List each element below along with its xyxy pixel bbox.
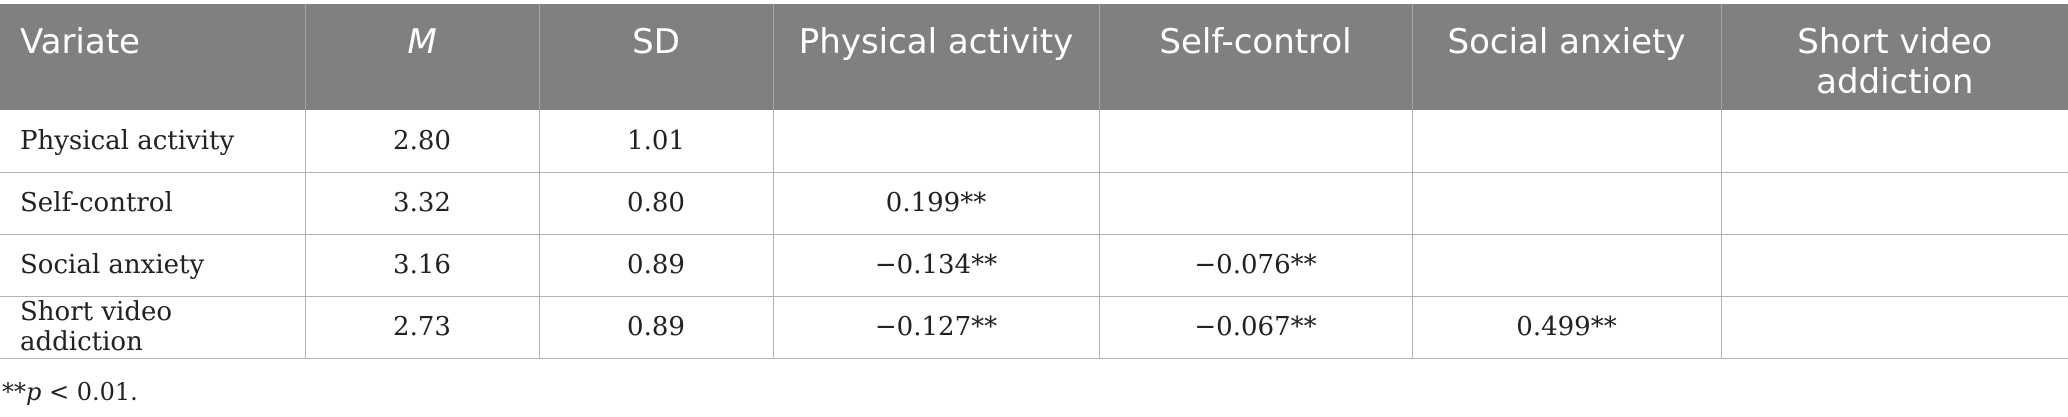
cell-self-control bbox=[1098, 110, 1413, 173]
header-mean: M bbox=[305, 4, 540, 110]
cell-physical-activity: −0.134** bbox=[772, 233, 1100, 297]
table-row: Self-control 3.32 0.80 0.199** bbox=[0, 171, 2068, 235]
table-row: Short video addiction 2.73 0.89 −0.127**… bbox=[0, 295, 2068, 359]
cell-sd: 1.01 bbox=[538, 110, 774, 173]
cell-self-control bbox=[1098, 171, 1413, 235]
cell-sd: 0.89 bbox=[538, 233, 774, 297]
table-header: Variate M SD Physical activity Self-cont… bbox=[0, 4, 2068, 110]
header-self-control: Self-control bbox=[1099, 4, 1413, 110]
cell-social-anxiety: 0.499** bbox=[1411, 295, 1722, 359]
row-label: Social anxiety bbox=[0, 233, 306, 297]
footnote-stars: ** bbox=[2, 378, 26, 406]
cell-short-video-addiction bbox=[1720, 110, 2068, 173]
header-row: Variate M SD Physical activity Self-cont… bbox=[0, 4, 2068, 110]
cell-sd: 0.89 bbox=[538, 295, 774, 359]
header-short-video-addiction: Short video addiction bbox=[1721, 4, 2068, 110]
cell-physical-activity: 0.199** bbox=[772, 171, 1100, 235]
header-physical-activity: Physical activity bbox=[773, 4, 1100, 110]
row-label: Self-control bbox=[0, 171, 306, 235]
cell-physical-activity: −0.127** bbox=[772, 295, 1100, 359]
cell-self-control: −0.076** bbox=[1098, 233, 1413, 297]
cell-short-video-addiction bbox=[1720, 171, 2068, 235]
row-label: Physical activity bbox=[0, 110, 306, 173]
cell-social-anxiety bbox=[1411, 110, 1722, 173]
cell-sd: 0.80 bbox=[538, 171, 774, 235]
header-social-anxiety: Social anxiety bbox=[1412, 4, 1722, 110]
correlation-table-container: Variate M SD Physical activity Self-cont… bbox=[0, 4, 2068, 359]
cell-mean: 2.80 bbox=[304, 110, 540, 173]
table-row: Physical activity 2.80 1.01 bbox=[0, 110, 2068, 173]
cell-social-anxiety bbox=[1411, 233, 1722, 297]
cell-mean: 3.16 bbox=[304, 233, 540, 297]
cell-social-anxiety bbox=[1411, 171, 1722, 235]
cell-short-video-addiction bbox=[1720, 233, 2068, 297]
header-sd: SD bbox=[539, 4, 774, 110]
cell-self-control: −0.067** bbox=[1098, 295, 1413, 359]
footnote-p: p bbox=[26, 378, 42, 406]
cell-physical-activity bbox=[772, 110, 1100, 173]
header-variate: Variate bbox=[0, 4, 306, 110]
row-label: Short video addiction bbox=[0, 295, 306, 359]
cell-mean: 3.32 bbox=[304, 171, 540, 235]
footnote-text: < 0.01. bbox=[41, 378, 138, 406]
cell-short-video-addiction bbox=[1720, 295, 2068, 359]
cell-mean: 2.73 bbox=[304, 295, 540, 359]
table-body: Physical activity 2.80 1.01 Self-control… bbox=[0, 110, 2068, 359]
table-footnote: **p < 0.01. bbox=[2, 378, 138, 406]
table-row: Social anxiety 3.16 0.89 −0.134** −0.076… bbox=[0, 233, 2068, 297]
correlation-table: Variate M SD Physical activity Self-cont… bbox=[0, 4, 2068, 359]
